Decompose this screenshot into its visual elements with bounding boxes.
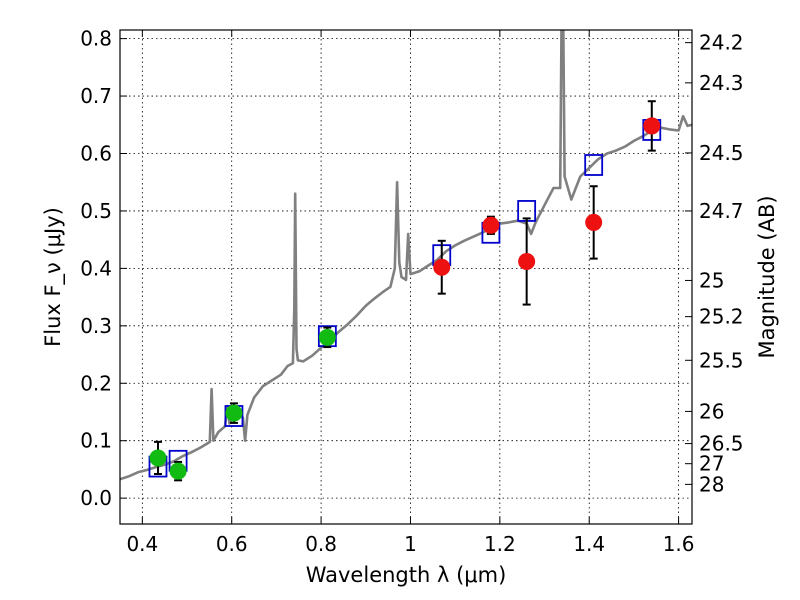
observed-point bbox=[318, 328, 336, 346]
mag-tick-label: 25.5 bbox=[699, 348, 744, 372]
y-tick-label: 0.0 bbox=[80, 486, 112, 510]
grid bbox=[120, 30, 692, 524]
plot-area bbox=[120, 30, 692, 482]
observed-point bbox=[518, 252, 536, 270]
mag-tick-label: 24.3 bbox=[699, 71, 744, 95]
observed-point bbox=[482, 216, 500, 234]
observed-point bbox=[433, 258, 451, 276]
axes-frame bbox=[119, 29, 693, 525]
x-tick-label: 1.6 bbox=[663, 532, 695, 556]
spectrum-line bbox=[120, 30, 692, 481]
right-axis-label: Magnitude (AB) bbox=[755, 195, 779, 358]
x-tick-label: 1 bbox=[404, 532, 417, 556]
observed-point bbox=[225, 404, 243, 422]
y-tick-label: 0.5 bbox=[80, 199, 112, 223]
observed-point bbox=[585, 213, 603, 231]
y-tick-label: 0.2 bbox=[80, 371, 112, 395]
mag-tick-label: 25.2 bbox=[699, 305, 744, 329]
mag-tick-label: 25 bbox=[699, 268, 724, 292]
mag-tick-label: 28 bbox=[699, 472, 724, 496]
mag-tick-label: 24.5 bbox=[699, 141, 744, 165]
y-axis-label: Flux F_ν (μJy) bbox=[41, 207, 66, 347]
observed-point bbox=[149, 449, 167, 467]
x-axis-label: Wavelength λ (μm) bbox=[306, 563, 507, 587]
y-tick-label: 0.3 bbox=[80, 314, 112, 338]
x-tick-label: 0.6 bbox=[216, 532, 248, 556]
y-tick-label: 0.6 bbox=[80, 142, 112, 166]
ticks: 0.4 0.6 0.8 1 1.2 1.4 1.6 0.0 0.1 0.2 0.3 0.4 0.5 0.6… bbox=[80, 27, 743, 556]
mag-tick-label: 24.7 bbox=[699, 199, 744, 223]
observed-point bbox=[643, 117, 661, 135]
mag-tick-label: 24.2 bbox=[699, 31, 744, 55]
mag-tick-label: 26.5 bbox=[699, 432, 744, 456]
mag-tick-label: 26 bbox=[699, 399, 724, 423]
y-tick-label: 0.7 bbox=[80, 84, 112, 108]
y-tick-label: 0.4 bbox=[80, 256, 112, 280]
x-tick-label: 1.4 bbox=[573, 532, 605, 556]
model-square-marker bbox=[584, 154, 604, 176]
x-tick-label: 0.8 bbox=[305, 532, 337, 556]
mag-tick-label: 27 bbox=[699, 452, 724, 476]
x-tick-label: 0.4 bbox=[126, 532, 158, 556]
y-axis-label-text: Flux F_ν (μJy) bbox=[41, 207, 66, 347]
x-tick-label: 1.2 bbox=[484, 532, 516, 556]
y-tick-label: 0.1 bbox=[80, 429, 112, 453]
x-axis-label-text: Wavelength λ (μm) bbox=[306, 563, 507, 587]
right-axis-label-text: Magnitude (AB) bbox=[755, 195, 779, 358]
y-tick-label: 0.8 bbox=[80, 27, 112, 51]
observed-point bbox=[169, 462, 187, 480]
